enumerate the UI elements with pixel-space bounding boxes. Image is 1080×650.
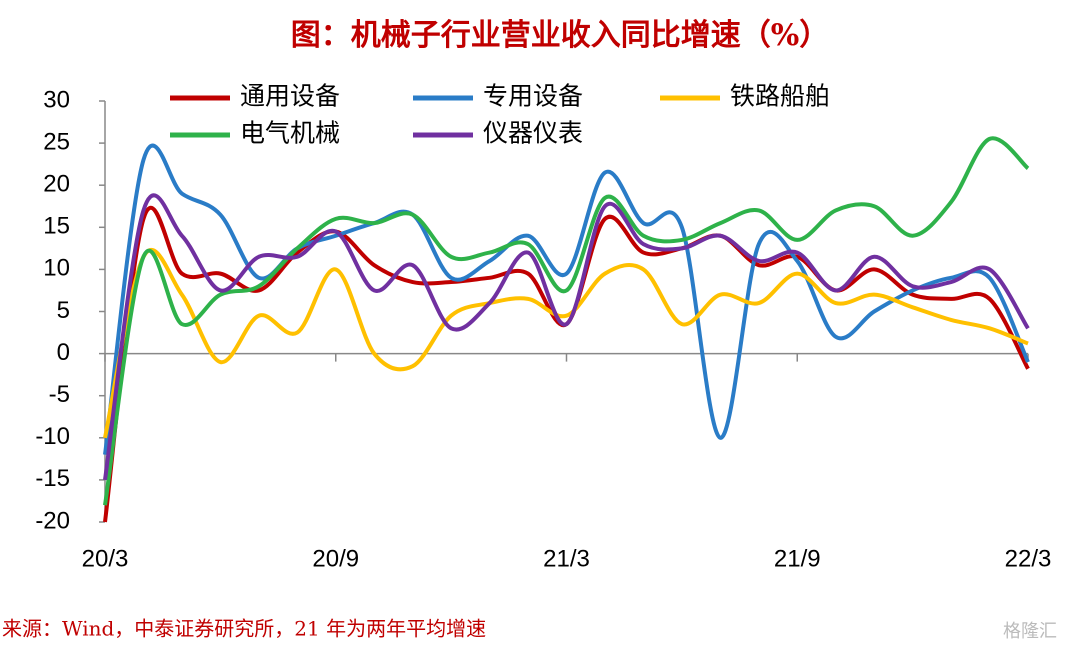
- series-line: [103, 193, 1030, 481]
- y-tick-label: -10: [35, 423, 70, 450]
- y-tick-label: 15: [43, 213, 70, 240]
- legend-label: 专用设备: [483, 82, 583, 111]
- series-line: [103, 143, 1030, 455]
- chart-title: 图：机械子行业营业收入同比增速（%）: [291, 18, 830, 53]
- y-tick-label: 10: [43, 255, 70, 282]
- x-tick-label: 22/3: [1005, 545, 1052, 572]
- x-tick-label: 21/9: [774, 545, 821, 572]
- y-tick-label: 25: [43, 128, 70, 155]
- series-line: [103, 247, 1029, 439]
- y-tick-label: -5: [49, 381, 70, 408]
- y-tick-label: 0: [57, 339, 70, 366]
- legend-label: 仪器仪表: [483, 119, 583, 148]
- legend-label: 铁路船舶: [730, 82, 830, 111]
- legend-label: 电气机械: [240, 119, 340, 148]
- legend-label: 通用设备: [240, 82, 340, 111]
- source: 来源：Wind，中泰证券研究所，21 年为两年平均增速: [2, 617, 486, 641]
- y-tick-label: 5: [57, 297, 70, 324]
- y-tick-label: -15: [35, 465, 70, 492]
- y-tick-label: 30: [43, 86, 70, 113]
- y-tick-label: -20: [35, 507, 70, 534]
- x-tick-label: 20/3: [82, 545, 129, 572]
- y-tick-label: 20: [43, 171, 70, 198]
- watermark: 格隆汇: [1003, 621, 1057, 641]
- x-tick-label: 20/9: [312, 545, 359, 572]
- series-line: [103, 136, 1030, 506]
- x-tick-label: 21/3: [543, 545, 590, 572]
